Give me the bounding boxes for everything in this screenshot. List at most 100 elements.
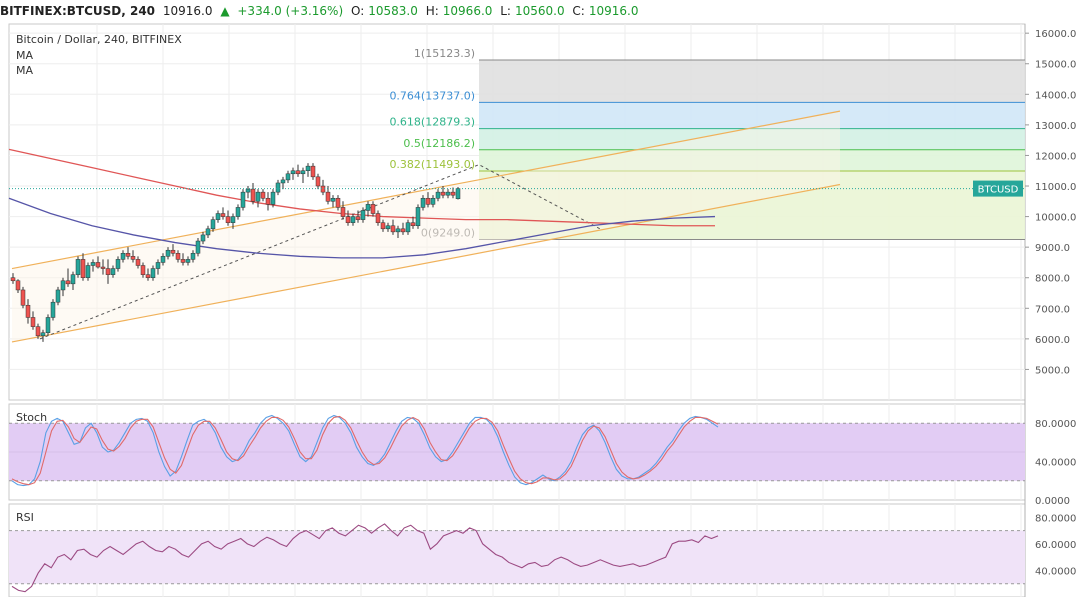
candle-body	[145, 274, 151, 278]
price-tick-label: 9000.0	[1035, 243, 1070, 254]
fib-zone-fill	[479, 59, 1025, 103]
candle-body	[60, 280, 66, 291]
fib-level-label: 0.764(13737.0)	[389, 89, 475, 102]
candle-body	[275, 182, 281, 193]
candle-body	[430, 197, 436, 205]
chart-title: Bitcoin / Dollar, 240, BITFINEX	[16, 33, 182, 46]
candle-body	[440, 191, 446, 196]
candle-body	[220, 213, 226, 217]
candle-body	[375, 213, 381, 223]
candle-body	[185, 259, 191, 263]
candle-body	[115, 259, 121, 269]
candle-body	[20, 289, 26, 306]
candle-body	[330, 197, 336, 202]
candle-body	[30, 317, 36, 327]
candle-body	[105, 268, 111, 275]
candle-body	[85, 265, 91, 278]
candle-body	[260, 191, 266, 199]
candle-body	[435, 191, 441, 199]
candle-body	[280, 179, 286, 184]
candle-body	[270, 191, 276, 205]
rsi-pane-title: RSI	[16, 511, 34, 524]
candle-body	[100, 266, 106, 269]
ma-legend-2[interactable]: MA	[16, 64, 34, 77]
candle-body	[195, 240, 201, 254]
trend-channel-fill	[12, 111, 840, 342]
candle-body	[290, 170, 296, 175]
candle-body	[130, 256, 136, 260]
candle-body	[305, 165, 311, 171]
candle-body	[255, 191, 261, 202]
candle-body	[450, 191, 456, 196]
fib-level-label: 1(15123.3)	[414, 47, 475, 60]
open-value: 10583.0	[368, 4, 418, 18]
rsi-tick-label: 60.0000	[1035, 540, 1076, 551]
open-key: O:	[350, 4, 365, 18]
candle-body	[165, 249, 171, 257]
candle-body	[315, 176, 321, 187]
candle-body	[225, 216, 231, 223]
price-tick-label: 13000.0	[1035, 121, 1076, 132]
candle-body	[445, 191, 451, 196]
candle-body	[15, 280, 21, 291]
low-key: L:	[500, 4, 511, 18]
candle-body	[325, 191, 331, 202]
candle-body	[405, 222, 411, 233]
fib-zone-fill	[479, 170, 1025, 240]
candle-body	[240, 191, 246, 208]
candle-body	[295, 170, 301, 175]
candle-body	[350, 216, 356, 223]
candle-body	[190, 253, 196, 260]
price-tick-label: 14000.0	[1035, 90, 1076, 101]
candle-body	[175, 253, 181, 260]
candle-body	[395, 228, 401, 233]
candle-body	[140, 265, 146, 275]
price-tick-label: 7000.0	[1035, 304, 1070, 315]
candle-body	[205, 228, 211, 236]
rsi-band-fill	[9, 530, 1025, 584]
candle-body	[120, 253, 126, 260]
stoch-tick-label: 80.0000	[1035, 419, 1076, 430]
candle-body	[180, 259, 186, 263]
fib-zone-fill	[479, 128, 1025, 150]
candle-body	[200, 234, 206, 242]
price-tick-label: 5000.0	[1035, 365, 1070, 376]
stoch-line	[11, 415, 719, 486]
stoch-pane-title: Stoch	[16, 411, 48, 424]
candle-body	[210, 219, 216, 230]
candle-body	[25, 304, 31, 318]
candle-body	[410, 222, 416, 227]
candle-body	[75, 259, 81, 275]
fib-level-label: 0.618(12879.3)	[389, 116, 475, 129]
candle-body	[380, 222, 386, 230]
candle-body	[40, 332, 46, 337]
price-tick-label: 8000.0	[1035, 274, 1070, 285]
symbol-label: BITFINEX:BTCUSD, 240	[0, 4, 156, 18]
stoch-line	[11, 414, 719, 487]
candle-body	[35, 326, 41, 337]
stoch-tick-label: 0.0000	[1035, 496, 1070, 507]
candle-body	[360, 210, 366, 220]
moving-average-line	[8, 197, 716, 259]
candle-body	[155, 262, 161, 269]
symbol-header: BITFINEX:BTCUSD, 240 10916.0 ▲ +334.0 (+…	[0, 0, 1081, 22]
candle-body	[285, 173, 291, 181]
candle-body	[300, 170, 306, 175]
candle-body	[215, 213, 221, 220]
candle-body	[230, 216, 236, 223]
price-tick-label: 11000.0	[1035, 182, 1076, 193]
candle-body	[355, 216, 361, 220]
last-price-badge-label: BTCUSD	[978, 185, 1019, 196]
ma-legend-1[interactable]: MA	[16, 49, 34, 62]
candle-body	[80, 259, 86, 278]
candle-body	[335, 197, 341, 208]
candle-body	[235, 207, 241, 217]
candle-body	[420, 197, 426, 208]
candle-body	[455, 188, 461, 200]
candle-body	[10, 277, 16, 282]
rsi-line	[11, 523, 719, 593]
swing-dashed-line	[39, 164, 601, 340]
price-change: +334.0 (+3.16%)	[237, 4, 344, 18]
candle-body	[55, 289, 61, 303]
